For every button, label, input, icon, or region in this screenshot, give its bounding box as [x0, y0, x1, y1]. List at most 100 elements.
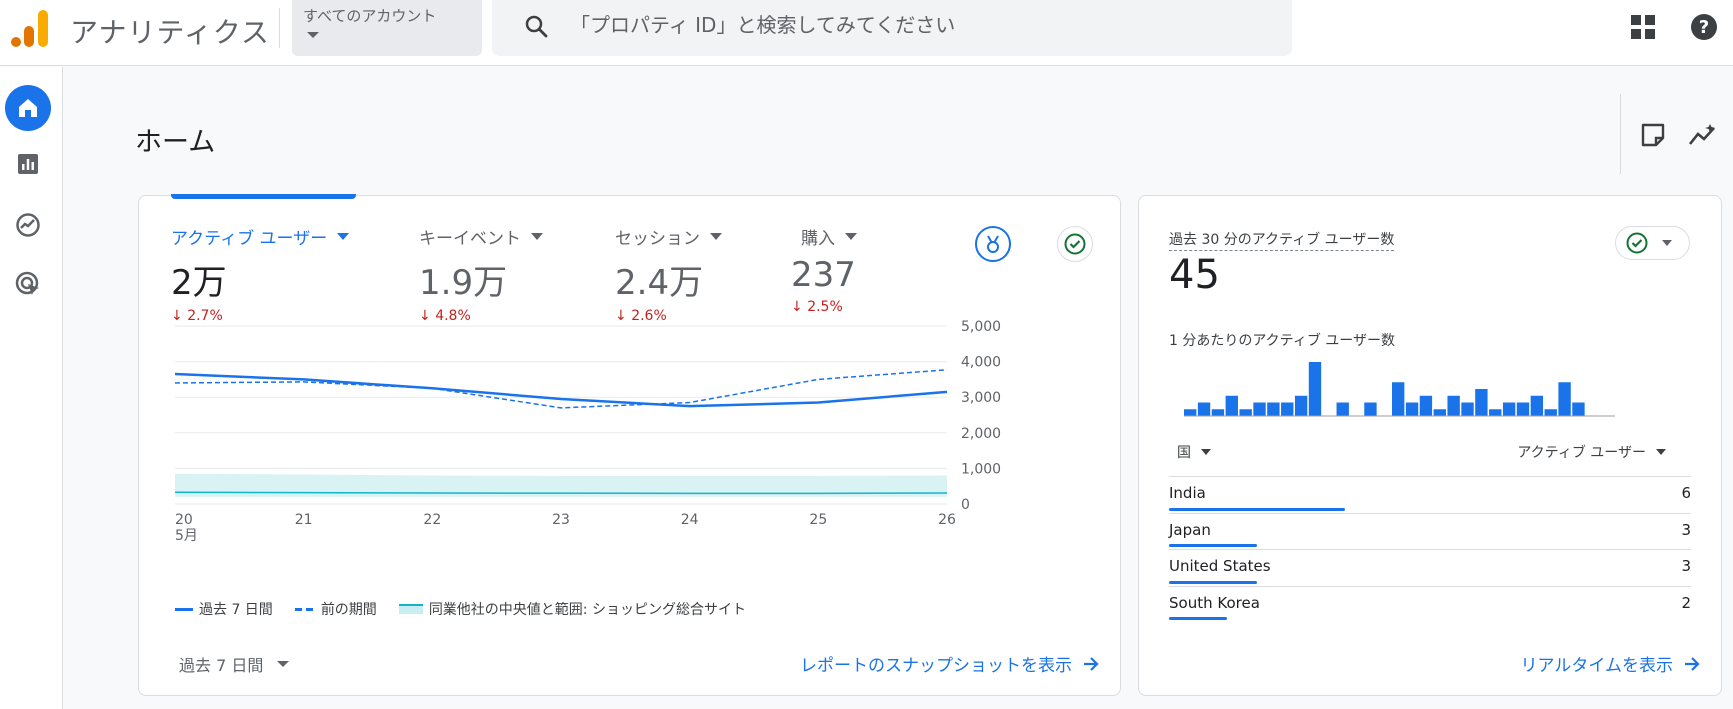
note-icon[interactable] — [1640, 122, 1666, 148]
minute-bar[interactable] — [1433, 409, 1446, 416]
minute-bar[interactable] — [1281, 402, 1294, 417]
realtime-card: 過去 30 分のアクティブ ユーザー数 45 1 分あたりのアクティブ ユーザー… — [1138, 195, 1722, 696]
dimension-label: 国 — [1177, 445, 1191, 461]
divider — [279, 8, 280, 48]
legend-swatch-dashed — [294, 607, 315, 611]
benchmark-badge-icon[interactable] — [975, 226, 1011, 262]
x-tick-label: 26 — [938, 512, 956, 528]
minute-bar[interactable] — [1516, 402, 1530, 417]
dimension-select[interactable]: 国 — [1177, 442, 1211, 462]
minute-bar[interactable] — [1475, 389, 1488, 416]
insights-icon[interactable] — [1688, 122, 1718, 148]
realtime-status-dropdown[interactable] — [1615, 226, 1690, 260]
minute-bar[interactable] — [1419, 395, 1433, 416]
view-snapshot-link[interactable]: レポートのスナップショットを表示 — [800, 651, 1100, 676]
search-box[interactable] — [492, 0, 1292, 56]
realtime-title[interactable]: 過去 30 分のアクティブ ユーザー数 — [1169, 229, 1395, 251]
medal-icon — [987, 235, 999, 253]
minute-bar[interactable] — [1253, 402, 1266, 417]
top-bar: アナリティクス すべてのアカウント ? — [0, 0, 1733, 66]
metric-label: 購入 — [801, 229, 835, 249]
arrow-down-icon: ↓ — [171, 308, 188, 324]
page-title: ホーム — [135, 127, 216, 158]
minute-bar[interactable] — [1530, 395, 1544, 416]
minute-bar[interactable] — [1447, 395, 1460, 416]
minute-bar[interactable] — [1461, 402, 1474, 417]
minute-bar[interactable] — [1336, 402, 1349, 417]
country-name: India — [1169, 484, 1206, 502]
analytics-logo[interactable] — [10, 8, 48, 48]
minute-bar[interactable] — [1197, 402, 1211, 417]
table-row: Japan 3 — [1169, 512, 1691, 550]
y-tick-label: 3,000 — [961, 390, 1001, 406]
table-row: India 6 — [1169, 476, 1691, 513]
account-picker[interactable]: すべてのアカウント — [292, 0, 482, 56]
legend-swatch-solid — [175, 607, 193, 611]
per-minute-bar-chart — [1184, 362, 1615, 417]
minute-bar[interactable] — [1405, 402, 1419, 417]
arrow-down-icon: ↓ — [791, 299, 808, 315]
metric-delta: ↓ 2.5% — [791, 299, 843, 315]
metric-tab-key-events[interactable]: キーイベント 1.9万 ↓ 4.8% — [419, 224, 543, 324]
metric-tab-sessions[interactable]: セッション 2.4万 ↓ 2.6% — [615, 224, 722, 324]
view-snapshot-label: レポートのスナップショットを表示 — [800, 656, 1072, 676]
metric-select[interactable]: アクティブ ユーザー — [1517, 442, 1666, 462]
dropdown-arrow-icon — [1662, 240, 1672, 246]
metric-tab-purchases[interactable]: 購入 237 ↓ 2.5% — [791, 224, 857, 315]
x-tick-label: 25 — [809, 512, 827, 528]
x-tick-label: 23 — [552, 512, 570, 528]
minute-bar[interactable] — [1364, 402, 1377, 417]
chart-legend: 過去 7 日間 前の期間 同業他社の中央値と範囲: ショッピング総合サイト — [175, 599, 746, 619]
arrow-right-icon — [1685, 656, 1700, 671]
minute-bar[interactable] — [1308, 362, 1322, 416]
nav-home[interactable] — [5, 85, 51, 131]
nav-advertising[interactable] — [5, 261, 51, 307]
minute-bar[interactable] — [1572, 402, 1585, 417]
metric-value: 237 — [791, 255, 856, 295]
active-users-line-chart: 0 1,000 2,000 3,000 4,000 5,000 20 21 22 23 24 25 26… — [174, 319, 1001, 544]
metric-delta: ↓ 2.7% — [171, 308, 223, 324]
x-month-label: 5月 — [175, 528, 198, 544]
y-tick-label: 4,000 — [961, 355, 1001, 371]
minute-bar[interactable] — [1392, 382, 1405, 416]
minute-bar[interactable] — [1489, 409, 1502, 416]
x-tick-label: 22 — [423, 512, 441, 528]
minute-bar[interactable] — [1558, 382, 1571, 416]
minute-bar[interactable] — [1225, 395, 1238, 416]
minute-bar[interactable] — [1267, 402, 1280, 417]
metric-label: セッション — [615, 229, 700, 249]
minute-bar[interactable] — [1502, 402, 1516, 417]
minute-bar[interactable] — [1184, 409, 1197, 416]
metric-value: 2万 — [171, 263, 227, 303]
minute-bar[interactable] — [1294, 395, 1308, 416]
view-realtime-link[interactable]: リアルタイムを表示 — [1521, 651, 1702, 676]
share-bar — [1169, 580, 1257, 584]
share-bar — [1169, 544, 1257, 547]
legend-item-benchmark[interactable]: 同業他社の中央値と範囲: ショッピング総合サイト — [398, 599, 746, 619]
metric-select-label: アクティブ ユーザー — [1517, 445, 1646, 461]
nav-explore[interactable] — [5, 202, 51, 248]
user-count: 3 — [1681, 520, 1691, 539]
ad-target-icon — [15, 271, 39, 295]
minute-bar[interactable] — [1544, 409, 1557, 416]
search-input[interactable] — [570, 8, 1270, 42]
country-name: United States — [1169, 557, 1271, 575]
minute-bar[interactable] — [1239, 409, 1252, 416]
help-icon[interactable]: ? — [1690, 13, 1718, 41]
legend-item-current[interactable]: 過去 7 日間 — [175, 599, 273, 619]
check-circle-icon — [1064, 233, 1086, 255]
account-picker-label: すべてのアカウント — [303, 7, 437, 25]
user-count: 3 — [1681, 557, 1691, 575]
date-range-select[interactable]: 過去 7 日間 — [179, 652, 290, 676]
metric-label: アクティブ ユーザー — [171, 229, 328, 249]
nav-reports[interactable] — [5, 141, 51, 187]
per-minute-label: 1 分あたりのアクティブ ユーザー数 — [1169, 333, 1395, 349]
metric-tab-active-users[interactable]: アクティブ ユーザー 2万 ↓ 2.7% — [171, 224, 350, 324]
y-tick-label: 1,000 — [961, 461, 1001, 477]
data-quality-check-icon[interactable] — [1057, 226, 1093, 262]
y-tick-label: 2,000 — [961, 426, 1001, 442]
apps-grid-icon[interactable] — [1630, 14, 1656, 40]
legend-item-previous[interactable]: 前の期間 — [294, 599, 377, 619]
minute-bar[interactable] — [1211, 409, 1225, 416]
arrow-right-icon — [1084, 656, 1099, 671]
